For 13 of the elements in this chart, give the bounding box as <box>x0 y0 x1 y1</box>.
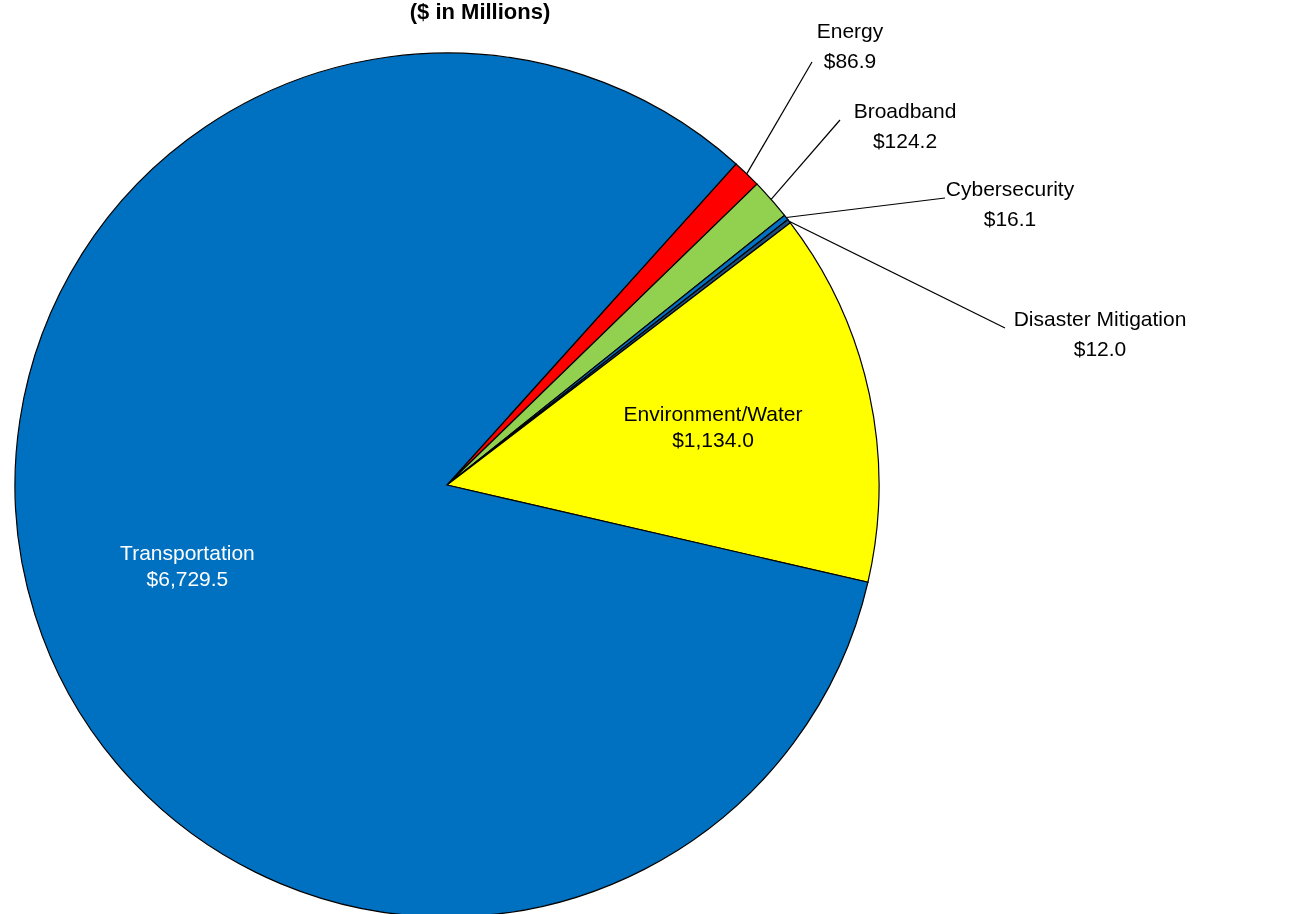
slice-label: Environment/Water <box>623 401 803 425</box>
data-label: $12.0 <box>1073 337 1127 360</box>
data-label: $124.2 <box>872 129 938 152</box>
slice-label: Broadband <box>853 99 957 122</box>
slice-label: Transportation <box>120 540 255 564</box>
chart-title: ($ in Millions) <box>409 0 551 24</box>
slice-label: Disaster Mitigation <box>1013 307 1187 330</box>
slice-label: Cybersecurity <box>945 177 1075 200</box>
data-label: $1,134.0 <box>672 427 754 451</box>
data-label: $16.1 <box>983 207 1037 230</box>
data-label: $6,729.5 <box>146 566 229 590</box>
data-label: $86.9 <box>823 49 877 72</box>
slice-label: Energy <box>816 19 884 42</box>
